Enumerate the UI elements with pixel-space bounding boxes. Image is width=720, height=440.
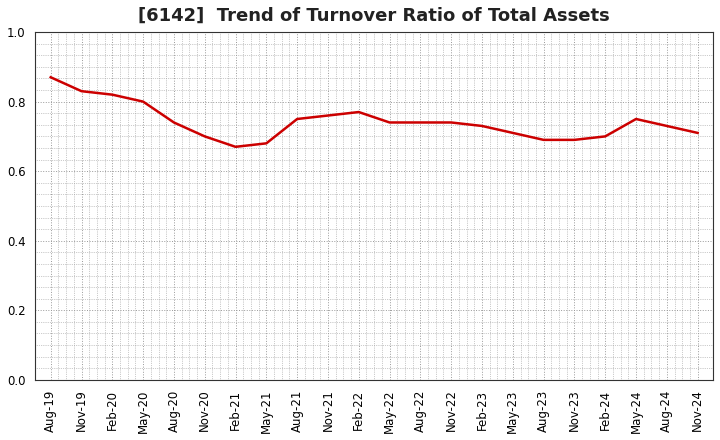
Title: [6142]  Trend of Turnover Ratio of Total Assets: [6142] Trend of Turnover Ratio of Total …: [138, 7, 610, 25]
